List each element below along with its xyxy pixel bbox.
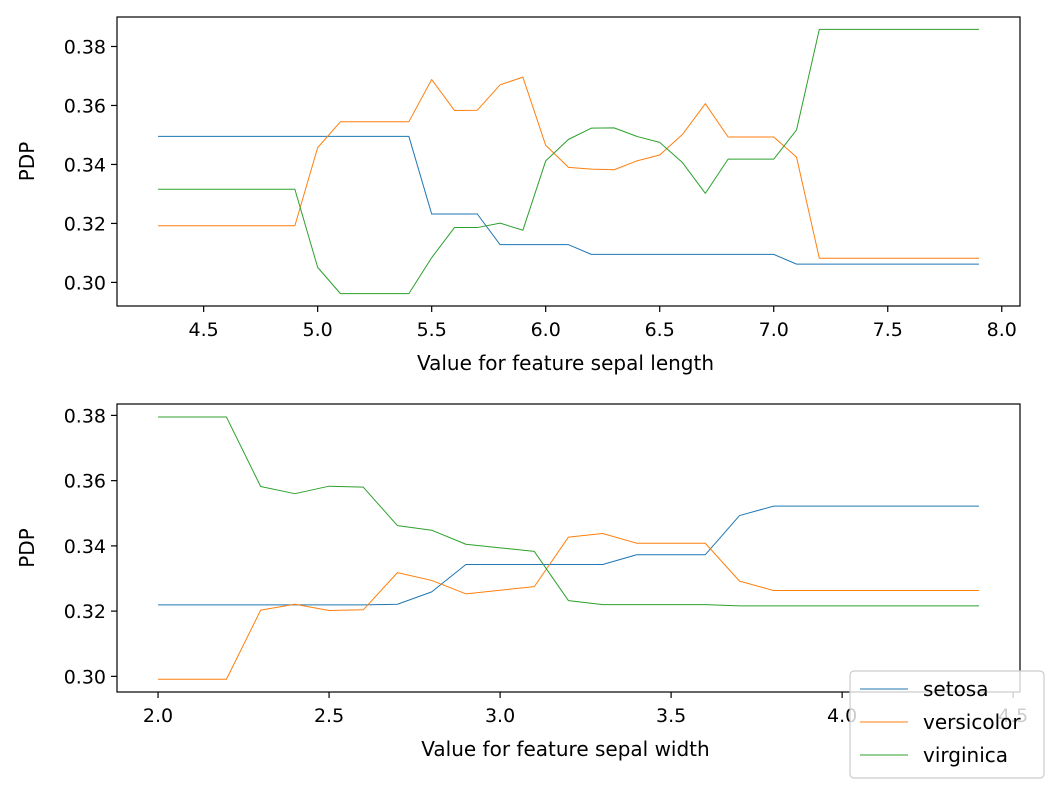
series-line-setosa	[158, 505, 979, 606]
legend-frame	[849, 670, 1045, 779]
x-tick-label: 3.5	[656, 705, 686, 727]
x-tick-label: 6.0	[531, 319, 561, 341]
y-tick-label: 0.36	[64, 95, 106, 117]
series-line-virginica	[158, 28, 979, 295]
legend-label-virginica: virginica	[923, 743, 1008, 767]
x-tick-label: 5.5	[417, 319, 447, 341]
y-tick-label: 0.32	[64, 601, 106, 623]
legend: setosa versicolor virginica	[849, 670, 1045, 779]
x-axis-label: Value for feature sepal width	[421, 737, 709, 761]
y-tick-label: 0.34	[64, 536, 106, 558]
y-axis-label: PDP	[15, 142, 39, 182]
series-line-versicolor	[158, 76, 979, 259]
x-tick-label: 8.0	[987, 319, 1017, 341]
y-axis-label: PDP	[15, 528, 39, 568]
x-tick-label: 5.0	[303, 319, 333, 341]
plot-frame	[116, 16, 1021, 307]
legend-label-versicolor: versicolor	[923, 710, 1021, 734]
y-tick-label: 0.30	[64, 272, 106, 294]
x-tick-label: 6.5	[645, 319, 675, 341]
chart-panel-2: 2.02.53.03.54.04.50.300.320.340.360.38Va…	[15, 403, 1028, 761]
x-tick-label: 7.5	[873, 319, 903, 341]
x-axis-label: Value for feature sepal length	[417, 351, 714, 375]
y-tick-label: 0.38	[64, 36, 106, 58]
y-tick-label: 0.34	[64, 154, 106, 176]
y-tick-label: 0.32	[64, 213, 106, 235]
y-tick-label: 0.30	[64, 666, 106, 688]
x-tick-label: 2.5	[314, 705, 344, 727]
chart-panel-1: 4.5 5.0 5.5 6.0 6.5 7.0 7.5 8.0 0.30 0.32 0.34 0.36…	[15, 16, 1021, 375]
series-line-versicolor	[158, 532, 979, 680]
series-line-setosa	[158, 135, 979, 265]
x-tick-label: 7.0	[759, 319, 789, 341]
legend-label-setosa: setosa	[923, 677, 988, 701]
x-tick-label: 2.0	[143, 705, 173, 727]
y-tick-label: 0.38	[64, 405, 106, 427]
x-tick-label: 4.5	[189, 319, 219, 341]
x-tick-label: 3.0	[485, 705, 515, 727]
y-tick-label: 0.36	[64, 471, 106, 493]
series-line-virginica	[158, 416, 979, 607]
plot-frame	[116, 403, 1021, 693]
